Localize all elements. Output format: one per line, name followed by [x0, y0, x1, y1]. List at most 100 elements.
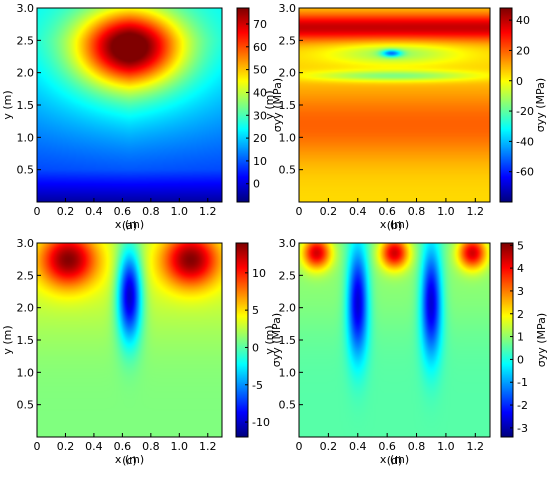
- colorbar-tick-label: 20: [516, 44, 530, 57]
- y-tick-label: 0.5: [279, 399, 297, 412]
- x-tick-label: 1.0: [437, 205, 455, 218]
- x-axis-label: x (m): [380, 218, 409, 231]
- heatmap-panel-2: 0 0.2 0.4 0.6 0.8 1.0 1.2 0.5 1.0 1.5 2.0 2.5 3.0 x (…: [263, 2, 547, 232]
- y-axis-label: y (m): [1, 90, 14, 119]
- colorbar-tick-label: 0: [253, 178, 260, 191]
- colorbar-tick-label: 0: [252, 341, 259, 354]
- panel-caption: (c): [122, 454, 137, 467]
- y-tick-label: 0.5: [17, 399, 35, 412]
- colorbar-label: σyy (MPa): [271, 78, 284, 132]
- y-tick-label: 1.0: [17, 366, 35, 379]
- y-tick-label: 1.5: [279, 334, 297, 347]
- colorbar-tick-label: 4: [517, 262, 524, 275]
- colorbar-tick-label: -2: [517, 399, 528, 412]
- x-axis-label: x (m): [115, 218, 144, 231]
- colorbar-tick-label: 1: [517, 331, 524, 344]
- x-tick-label: 0.8: [142, 205, 160, 218]
- colorbar-tick-label: -10: [252, 416, 270, 429]
- y-tick-label: 1.5: [17, 334, 35, 347]
- panel-caption: (d): [387, 454, 403, 467]
- x-tick-label: 0.4: [85, 440, 103, 453]
- x-tick-label: 0.2: [320, 205, 338, 218]
- x-tick-label: 0.2: [57, 440, 75, 453]
- heatmap-field: [299, 243, 490, 437]
- colorbar: [500, 8, 512, 202]
- y-tick-label: 1.5: [279, 99, 297, 112]
- x-axis-label: x (m): [380, 453, 409, 466]
- y-tick-label: 1.0: [17, 131, 35, 144]
- y-tick-label: 1.0: [279, 131, 297, 144]
- colorbar-tick-label: 3: [517, 285, 524, 298]
- y-tick-label: 2.0: [279, 302, 297, 315]
- y-tick-label: 2.0: [279, 67, 297, 80]
- colorbar-frame: [235, 242, 249, 438]
- y-tick-label: 0.5: [279, 164, 297, 177]
- heatmap-panel-3: 0 0.2 0.4 0.6 0.8 1.0 1.2 0.5 1.0 1.5 2.0 2.5 3.0 x (…: [1, 237, 283, 467]
- colorbar-tick-label: 0: [516, 75, 523, 88]
- x-tick-label: 1.2: [467, 205, 485, 218]
- colorbar: [236, 243, 248, 437]
- x-tick-label: 0.6: [114, 205, 132, 218]
- x-tick-label: 0.4: [349, 205, 367, 218]
- heatmap-field: [37, 243, 222, 437]
- y-tick-label: 2.0: [17, 302, 35, 315]
- colorbar-tick-label: 10: [253, 155, 267, 168]
- heatmap-field: [299, 8, 490, 202]
- colorbar-tick-label: 10: [252, 267, 266, 280]
- colorbar-tick-label: -5: [252, 379, 263, 392]
- y-tick-label: 2.5: [17, 269, 35, 282]
- colorbar-tick-label: -20: [516, 105, 534, 118]
- x-tick-label: 0.6: [114, 440, 132, 453]
- x-tick-label: 0.6: [378, 440, 396, 453]
- colorbar-tick-label: 30: [253, 109, 267, 122]
- y-tick-label: 2.0: [17, 67, 35, 80]
- colorbar-tick-label: 50: [253, 64, 267, 77]
- colorbar-label: σyy (MPa): [534, 78, 547, 132]
- x-tick-label: 0.4: [349, 440, 367, 453]
- y-tick-label: 1.5: [17, 99, 35, 112]
- x-tick-label: 1.2: [199, 440, 217, 453]
- y-tick-label: 2.5: [17, 34, 35, 47]
- y-tick-label: 0.5: [17, 164, 35, 177]
- x-tick-label: 0.8: [142, 440, 160, 453]
- colorbar-tick-label: -40: [516, 135, 534, 148]
- colorbar-label: σyy (MPa): [535, 313, 548, 367]
- x-tick-label: 1.0: [171, 205, 189, 218]
- x-tick-label: 0: [34, 440, 41, 453]
- x-tick-label: 1.2: [199, 205, 217, 218]
- y-tick-label: 2.5: [279, 34, 297, 47]
- colorbar-tick-label: 20: [253, 132, 267, 145]
- panel-caption: (b): [387, 219, 403, 232]
- x-tick-label: 0: [34, 205, 41, 218]
- y-tick-label: 3.0: [279, 2, 297, 15]
- colorbar: [501, 243, 513, 437]
- colorbar-tick-label: 70: [253, 18, 267, 31]
- y-tick-label: 1.0: [279, 366, 297, 379]
- x-tick-label: 0.4: [85, 205, 103, 218]
- y-axis-label: y (m): [1, 325, 14, 354]
- x-tick-label: 0.8: [408, 205, 426, 218]
- x-axis-label: x (m): [115, 453, 144, 466]
- colorbar-tick-label: 5: [252, 304, 259, 317]
- x-tick-label: 0: [296, 205, 303, 218]
- y-tick-label: 3.0: [17, 237, 35, 250]
- panel-caption: (a): [122, 219, 137, 232]
- x-tick-label: 1.2: [467, 440, 485, 453]
- y-tick-label: 2.5: [279, 269, 297, 282]
- x-tick-label: 0: [296, 440, 303, 453]
- y-tick-label: 3.0: [17, 2, 35, 15]
- colorbar-tick-label: -1: [517, 376, 528, 389]
- colorbar: [237, 8, 249, 202]
- y-axis-label: y (m): [263, 90, 276, 119]
- x-tick-label: 0.8: [408, 440, 426, 453]
- colorbar-label: σyy (MPa): [270, 313, 283, 367]
- colorbar-tick-label: 40: [516, 14, 530, 27]
- y-axis-label: y (m): [263, 325, 276, 354]
- colorbar-tick-label: 2: [517, 308, 524, 321]
- y-tick-label: 3.0: [279, 237, 297, 250]
- colorbar-tick-label: 60: [253, 41, 267, 54]
- colorbar-tick-label: 0: [517, 353, 524, 366]
- colorbar-tick-label: -3: [517, 422, 528, 435]
- heatmap-panel-4: 0 0.2 0.4 0.6 0.8 1.0 1.2 0.5 1.0 1.5 2.0 2.5 3.0 x (…: [263, 237, 548, 467]
